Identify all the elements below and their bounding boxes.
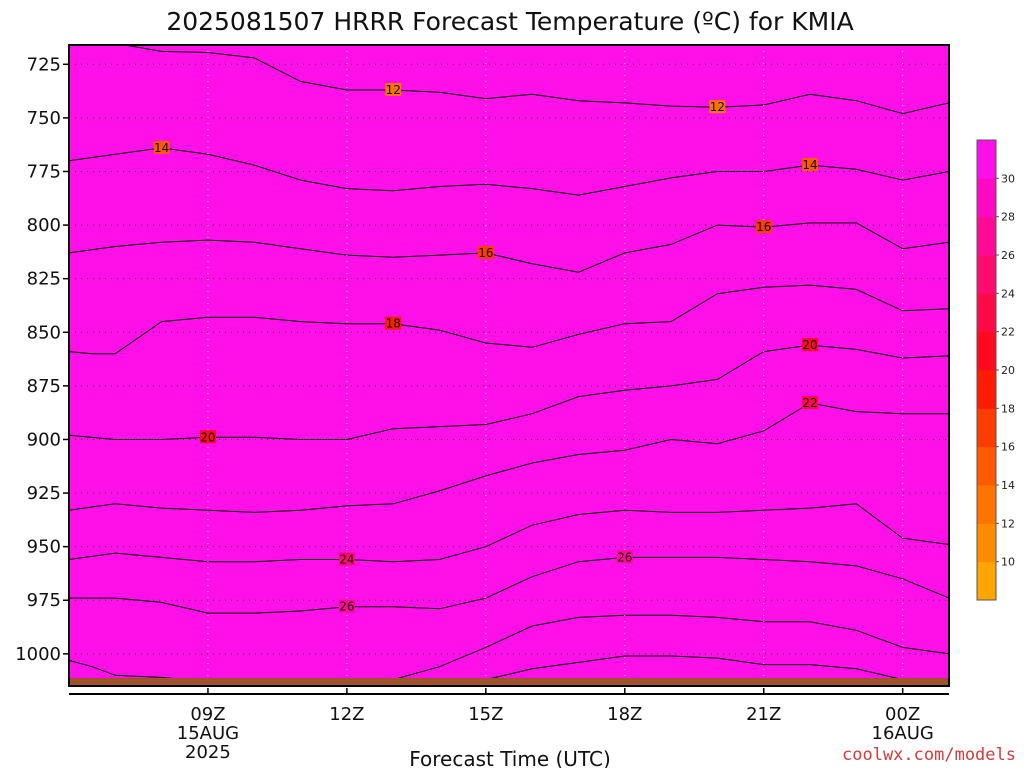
contour-label-12: 12 [710, 100, 725, 114]
y-tick-label-950: 950 [27, 537, 61, 558]
colorbar-label-28: 28 [1001, 211, 1015, 224]
x-tick-label-21Z: 21Z [746, 704, 781, 725]
colorbar-swatch [977, 370, 996, 409]
colorbar-swatch [977, 178, 996, 218]
contour-line-26 [69, 556, 949, 614]
colorbar-swatch [977, 523, 996, 563]
contour-label-26: 26 [617, 550, 632, 564]
contour-label-16: 16 [478, 246, 493, 260]
contour-label-14: 14 [802, 158, 817, 172]
y-tick-label-725: 725 [27, 54, 61, 75]
colorbar-swatch [977, 446, 996, 486]
contour-line-18 [69, 284, 949, 355]
contour-label-12: 12 [386, 83, 401, 97]
credit-text: coolwx.com/models [842, 745, 1016, 765]
y-tick-label-800: 800 [27, 215, 61, 236]
colorbar-label-16: 16 [1001, 441, 1015, 454]
contour-label-bg [385, 83, 402, 97]
contour-label-bg [338, 552, 355, 566]
contour-line-12 [124, 45, 949, 115]
contour-label-bg [802, 158, 819, 172]
contour-label-20: 20 [200, 430, 215, 444]
contour-label-bg [199, 430, 216, 444]
x-tick-sublabel: 2025 [185, 742, 231, 763]
y-tick-label-975: 975 [27, 590, 61, 611]
contour-label-22: 22 [802, 396, 817, 410]
chart-title: 2025081507 HRRR Forecast Temperature (ºC… [166, 7, 853, 36]
contour-label-bg [153, 140, 170, 154]
colorbar-label-18: 18 [1001, 402, 1015, 415]
contour-label-bg [385, 316, 402, 330]
contour-label-bg [477, 245, 494, 259]
contour-line-16 [69, 222, 949, 273]
colorbar-label-24: 24 [1001, 287, 1015, 300]
contour-label-bg [802, 396, 819, 410]
colorbar-swatch [977, 140, 996, 179]
y-tick-label-775: 775 [27, 161, 61, 182]
colorbar-swatch [977, 485, 996, 524]
x-tick-label-18Z: 18Z [607, 704, 642, 725]
y-tick-label-1000: 1000 [15, 644, 61, 665]
x-tick-label-12Z: 12Z [329, 704, 364, 725]
colorbar-swatch [977, 561, 996, 601]
contour-label-bg [709, 100, 726, 114]
y-tick-label-875: 875 [27, 376, 61, 397]
contour-label-24: 24 [339, 553, 354, 567]
contour-label-18: 18 [386, 317, 401, 331]
contour-label-20: 20 [802, 338, 817, 352]
contour-label-16: 16 [756, 220, 771, 234]
contour-label-14: 14 [154, 141, 169, 155]
axes: 725 750 775 800 825 850 875 900 925 950 975 1000 09Z… [15, 44, 950, 763]
colorbar-label-30: 30 [1001, 172, 1015, 185]
colorbar-label-10: 10 [1001, 556, 1015, 569]
colorbar-label-26: 26 [1001, 249, 1015, 262]
y-tick-label-750: 750 [27, 108, 61, 129]
colorbar-label-22: 22 [1001, 326, 1015, 339]
contour-label-bg [338, 599, 355, 613]
contour-line-24 [69, 503, 949, 563]
contour-label-bg [802, 338, 819, 352]
contour-line-30 [439, 655, 949, 686]
colorbar-label-20: 20 [1001, 364, 1015, 377]
x-tick-label-09Z: 09Z [190, 704, 225, 725]
filled-contours: 12 12 14 14 16 16 18 20 20 22 24 26 26 [69, 45, 949, 686]
y-tick-label-900: 900 [27, 429, 61, 450]
x-tick-sublabel: 15AUG [177, 723, 239, 744]
y-tick-label-850: 850 [27, 322, 61, 343]
colorbar: 10 12 14 16 18 20 22 24 26 28 30 [976, 139, 1015, 601]
colorbar-swatch [977, 408, 996, 448]
y-tick-label-825: 825 [27, 269, 61, 290]
surface-ground [69, 678, 949, 686]
x-axis-label: Forecast Time (UTC) [409, 747, 611, 768]
x-tick-label-00Z: 00Z [885, 704, 920, 725]
colorbar-swatch [977, 293, 996, 333]
colorbar-swatch [977, 331, 996, 371]
contour-label-bg [616, 550, 633, 564]
plot-frame [68, 44, 950, 687]
colorbar-swatch [977, 255, 996, 294]
colorbar-label-12: 12 [1001, 517, 1015, 530]
colorbar-label-14: 14 [1001, 479, 1015, 492]
x-tick-sublabel: 16AUG [872, 723, 934, 744]
contour-label-26: 26 [339, 600, 354, 614]
contour-label-bg [755, 220, 772, 234]
plot-area: 12 12 14 14 16 16 18 20 20 22 24 26 26 [69, 45, 949, 686]
x-tick-label-15Z: 15Z [468, 704, 503, 725]
colorbar-swatch [977, 216, 996, 256]
band-fill-30 [69, 45, 949, 686]
y-tick-label-925: 925 [27, 483, 61, 504]
